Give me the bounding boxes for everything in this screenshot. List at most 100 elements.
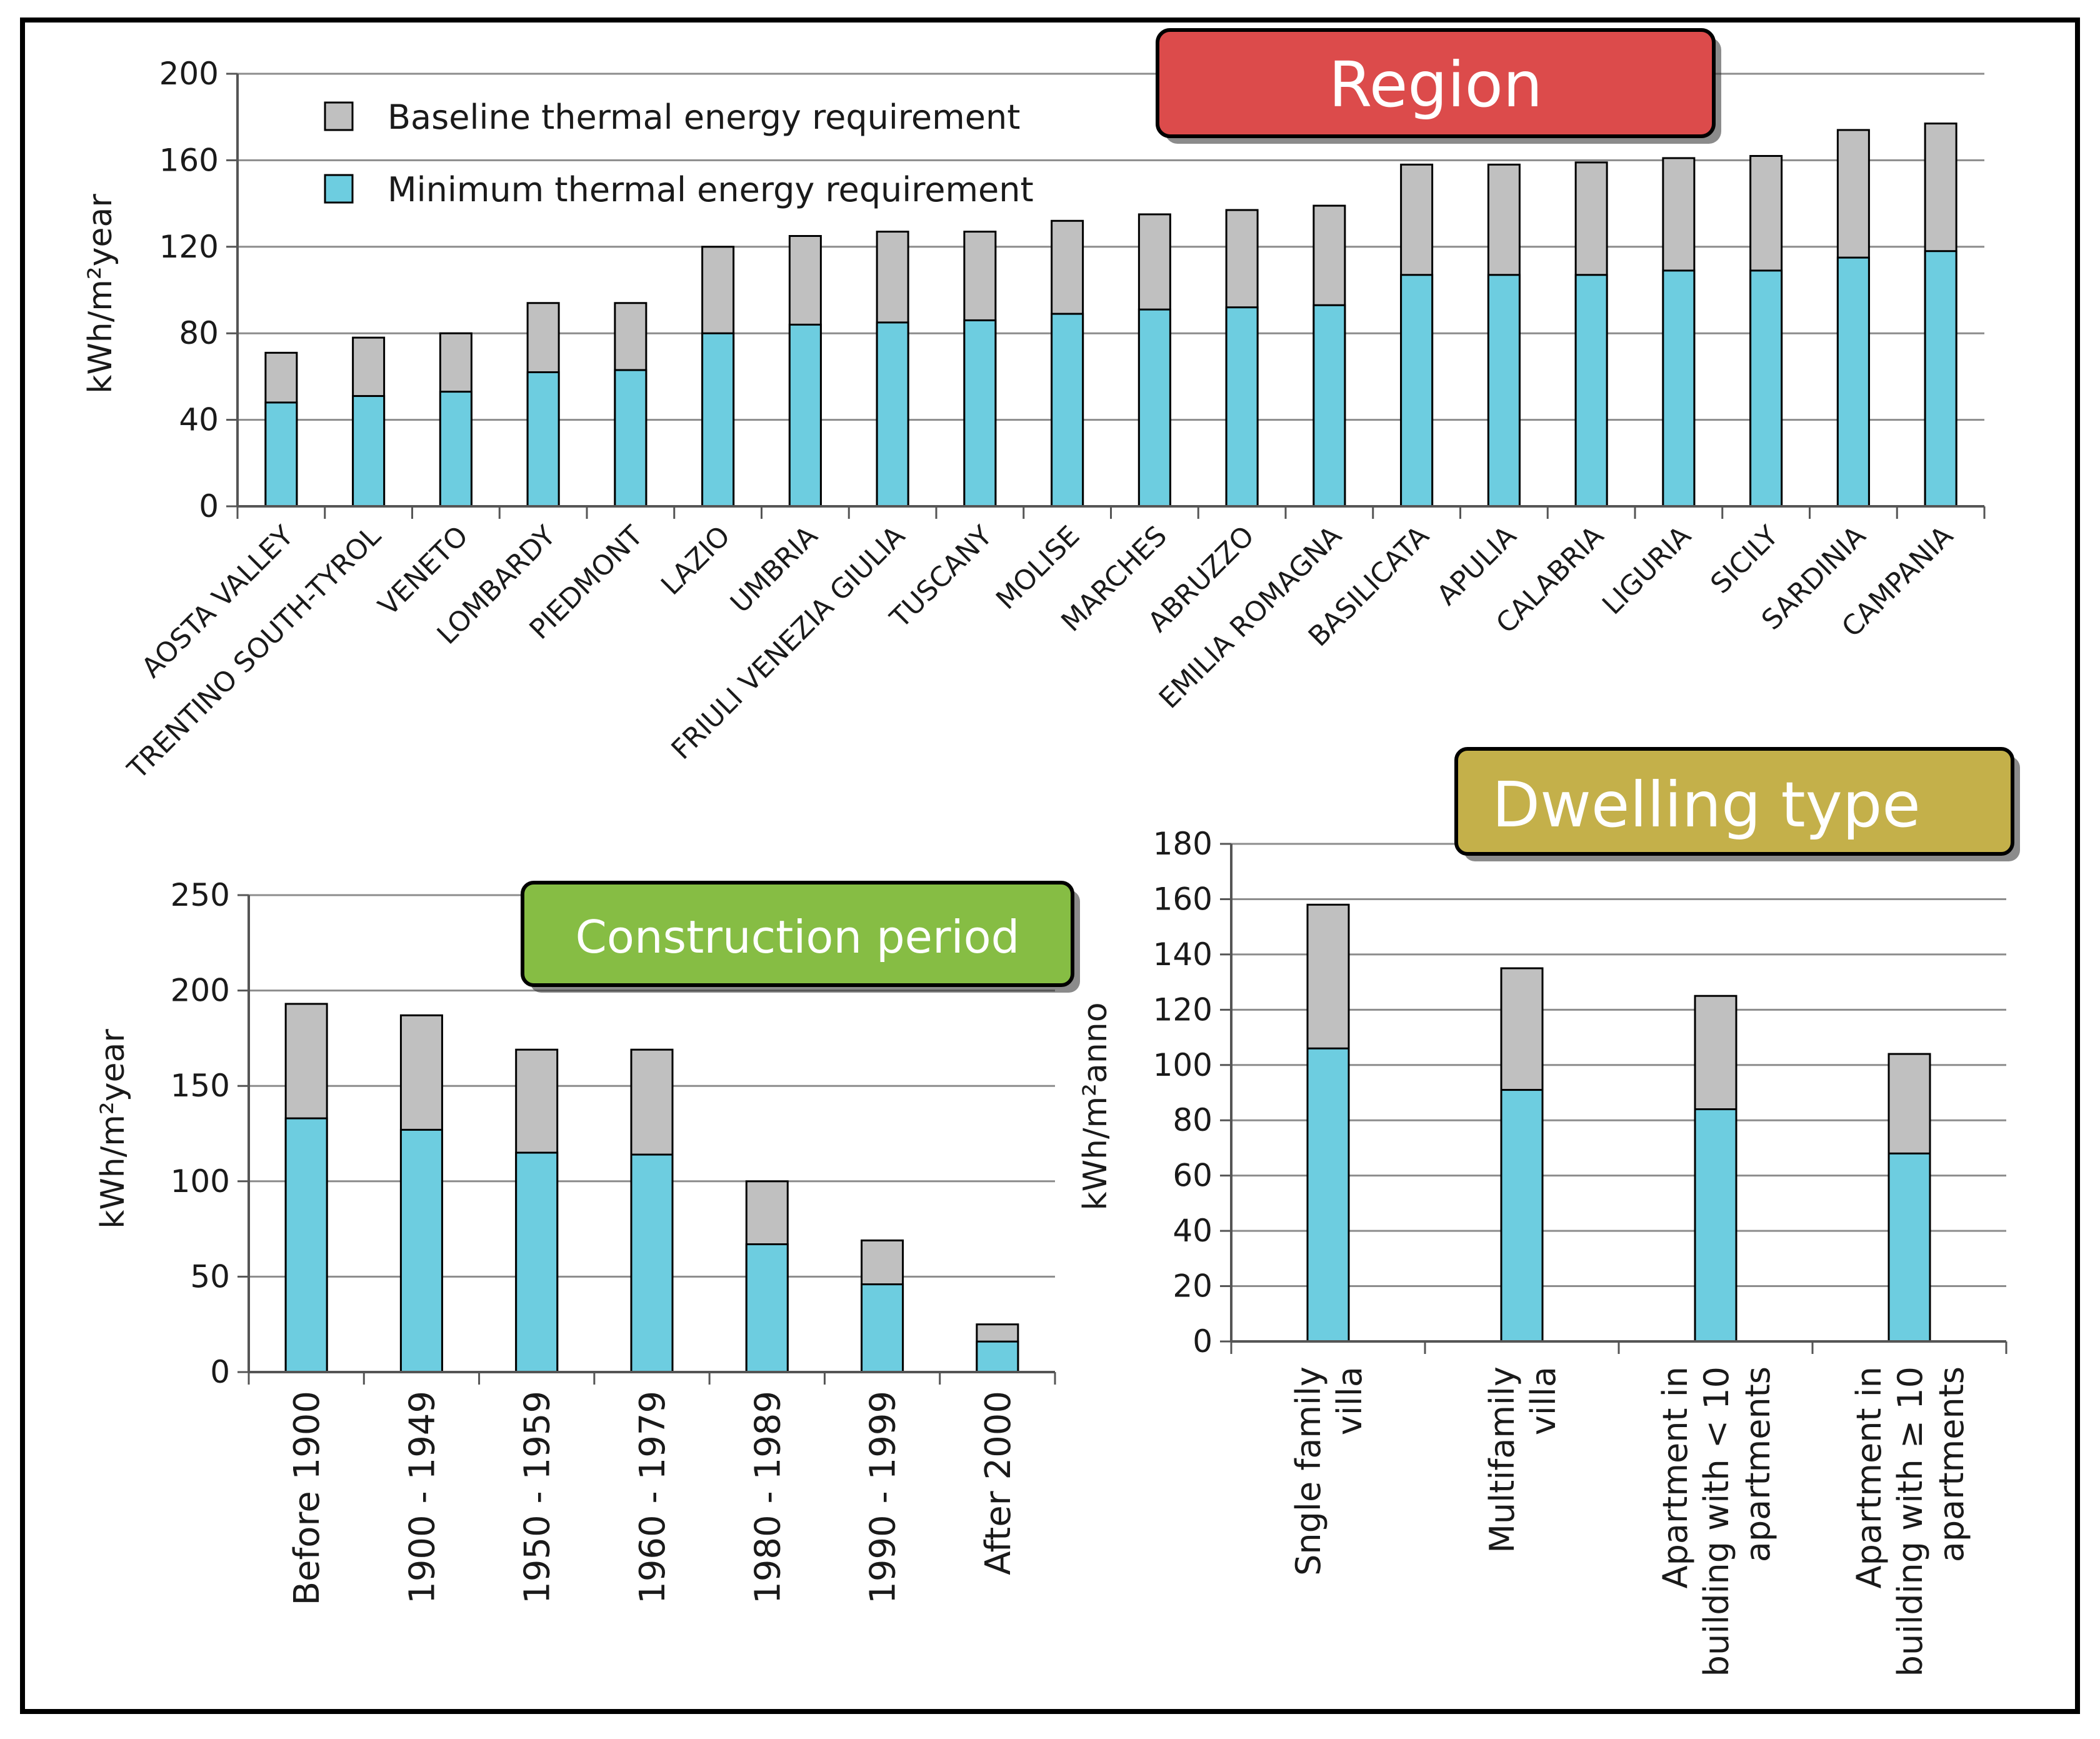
dwelling-x-tick-label-line: Multifamily (1482, 1366, 1522, 1553)
dwelling-bar-minimum (1500, 1089, 1544, 1343)
construction-axes (238, 894, 1056, 1385)
dwelling-x-tick-label: Apartment inbuilding with ≥ 10apartments (1849, 1366, 1971, 1676)
construction-bar-minimum (399, 1128, 443, 1373)
construction-banner: Construction period (521, 881, 1080, 993)
legend-label-baseline: Baseline thermal energy requirement (388, 98, 1020, 137)
region-bar-minimum (963, 319, 997, 508)
dwelling-y-tick-label: 140 (1153, 936, 1212, 973)
dwelling-bar-minimum (1306, 1047, 1350, 1343)
dwelling-y-tick-label: 100 (1153, 1047, 1212, 1083)
region-bar-minimum (1487, 274, 1521, 508)
dwelling-x-tick-label: Apartment inbuilding with < 10apartments (1656, 1366, 1778, 1676)
dwelling-x-tick-label-line: apartments (1932, 1366, 1971, 1562)
construction-x-tick-label: After 2000 (978, 1391, 1019, 1575)
dwelling-title: Dwelling type (1492, 768, 1921, 841)
dwelling-x-tick-label-line: building with < 10 (1697, 1366, 1736, 1676)
region-axes (226, 73, 1986, 519)
dwelling-y-axis-label: kWh/m²anno (1077, 1002, 1114, 1210)
legend-swatch-baseline (324, 101, 354, 131)
construction-y-tick-label: 150 (171, 1068, 230, 1104)
construction-x-tick-label: 1980 - 1989 (748, 1391, 788, 1604)
dwelling-x-tick-label: Multifamilyvilla (1482, 1366, 1563, 1553)
region-y-tick-label: 200 (159, 56, 219, 92)
construction-banner-box (521, 881, 1074, 987)
region-y-axis-label: kWh/m²year (82, 194, 119, 394)
dwelling-y-tick-label: 60 (1172, 1158, 1212, 1194)
dwelling-x-tick-label-line: building with ≥ 10 (1891, 1366, 1930, 1676)
construction-y-tick-label: 100 (171, 1163, 230, 1200)
dwelling-x-tick-label-line: villa (1330, 1366, 1369, 1435)
region-y-tick-label: 160 (159, 142, 219, 178)
dwelling-bar-minimum (1888, 1152, 1931, 1343)
figure-border (20, 18, 2080, 1714)
dwelling-x-tick-label-line: Apartment in (1849, 1366, 1889, 1588)
region-bar-minimum (526, 371, 560, 508)
region-bar-minimum (1836, 256, 1870, 508)
dwelling-y-tick-label: 180 (1153, 826, 1212, 862)
region-y-tick-labels: 0 40 80 120 160 200 (159, 56, 219, 524)
legend-label-minimum: Minimum thermal energy requirement (388, 170, 1034, 209)
dwelling-x-tick-label: Sngle familyvilla (1289, 1366, 1369, 1576)
construction-x-tick-label: 1960 - 1979 (632, 1391, 673, 1604)
region-bar-minimum (1225, 306, 1259, 508)
region-bar-minimum (1400, 274, 1434, 508)
legend-swatch-minimum (324, 174, 354, 204)
dwelling-banner: Dwelling type (1454, 747, 2020, 861)
construction-bar-minimum (976, 1340, 1019, 1373)
region-bar-minimum (701, 332, 735, 508)
dwelling-y-tick-label: 0 (1192, 1323, 1212, 1360)
dwelling-y-tick-label: 120 (1153, 991, 1212, 1028)
region-bar-minimum (1749, 269, 1783, 508)
construction-x-tick-labels: Before 1900 1900 - 1949 1950 - 1959 1960 - … (287, 1391, 1019, 1605)
construction-x-tick-label: 1950 - 1959 (518, 1391, 558, 1604)
construction-x-tick-label: 1900 - 1949 (402, 1391, 442, 1604)
dwelling-bar-minimum (1694, 1108, 1738, 1343)
dwelling-x-tick-labels: Sngle familyvilla Multifamilyvilla Apartme… (1289, 1366, 1971, 1676)
legend: Baseline thermal energy requirement Mini… (324, 98, 1034, 209)
dwelling-x-tick-label-line: villa (1524, 1366, 1563, 1435)
dwelling-bars (1306, 903, 1931, 1343)
region-banner: Region (1156, 28, 1721, 144)
construction-chart: 0 50 100 150 200 250 Before 1900 1900 - 1949 19… (94, 877, 1080, 1605)
region-y-tick-label: 120 (159, 229, 219, 265)
dwelling-axes (1220, 843, 2008, 1354)
construction-bar-minimum (515, 1151, 559, 1373)
construction-y-tick-label: 0 (210, 1354, 230, 1390)
construction-y-tick-labels: 0 50 100 150 200 250 (171, 877, 230, 1390)
region-banner-box (1156, 28, 1716, 138)
construction-y-tick-label: 50 (190, 1258, 230, 1295)
dwelling-x-tick-label-line: Sngle family (1289, 1366, 1328, 1576)
region-y-tick-label: 0 (199, 488, 219, 524)
region-y-tick-label: 80 (179, 315, 219, 351)
region-bar-minimum (264, 401, 298, 508)
region-bars (264, 123, 1958, 508)
region-bar-minimum (1662, 269, 1696, 508)
region-bar-minimum (352, 395, 386, 508)
region-title: Region (1329, 48, 1542, 121)
region-bar-minimum (876, 321, 909, 508)
construction-x-tick-label: Before 1900 (287, 1391, 328, 1605)
region-bar-minimum (1574, 274, 1608, 508)
region-bar-minimum (614, 369, 648, 508)
construction-x-tick-label: 1990 - 1999 (863, 1391, 904, 1604)
dwelling-x-tick-label-line: apartments (1738, 1366, 1778, 1562)
construction-title: Construction period (576, 911, 1020, 963)
dwelling-banner-box (1454, 747, 2014, 856)
dwelling-y-tick-label: 80 (1172, 1102, 1212, 1138)
region-bar-minimum (1051, 313, 1084, 508)
region-y-tick-label: 40 (179, 402, 219, 438)
construction-y-axis-label: kWh/m²year (94, 1029, 132, 1229)
construction-bar-minimum (745, 1243, 789, 1373)
construction-bar-minimum (630, 1153, 674, 1373)
dwelling-y-tick-label: 40 (1172, 1213, 1212, 1249)
region-bar-minimum (788, 323, 822, 508)
region-bar-minimum (439, 391, 472, 508)
dwelling-y-tick-label: 160 (1153, 881, 1212, 917)
region-bar-minimum (1924, 250, 1958, 508)
construction-bar-minimum (861, 1283, 904, 1373)
dwelling-y-tick-labels: 0 20 40 60 80 100 120 140 160 180 (1153, 826, 1212, 1360)
region-bar-minimum (1138, 308, 1171, 508)
dwelling-x-tick-label-line: Apartment in (1656, 1366, 1695, 1588)
